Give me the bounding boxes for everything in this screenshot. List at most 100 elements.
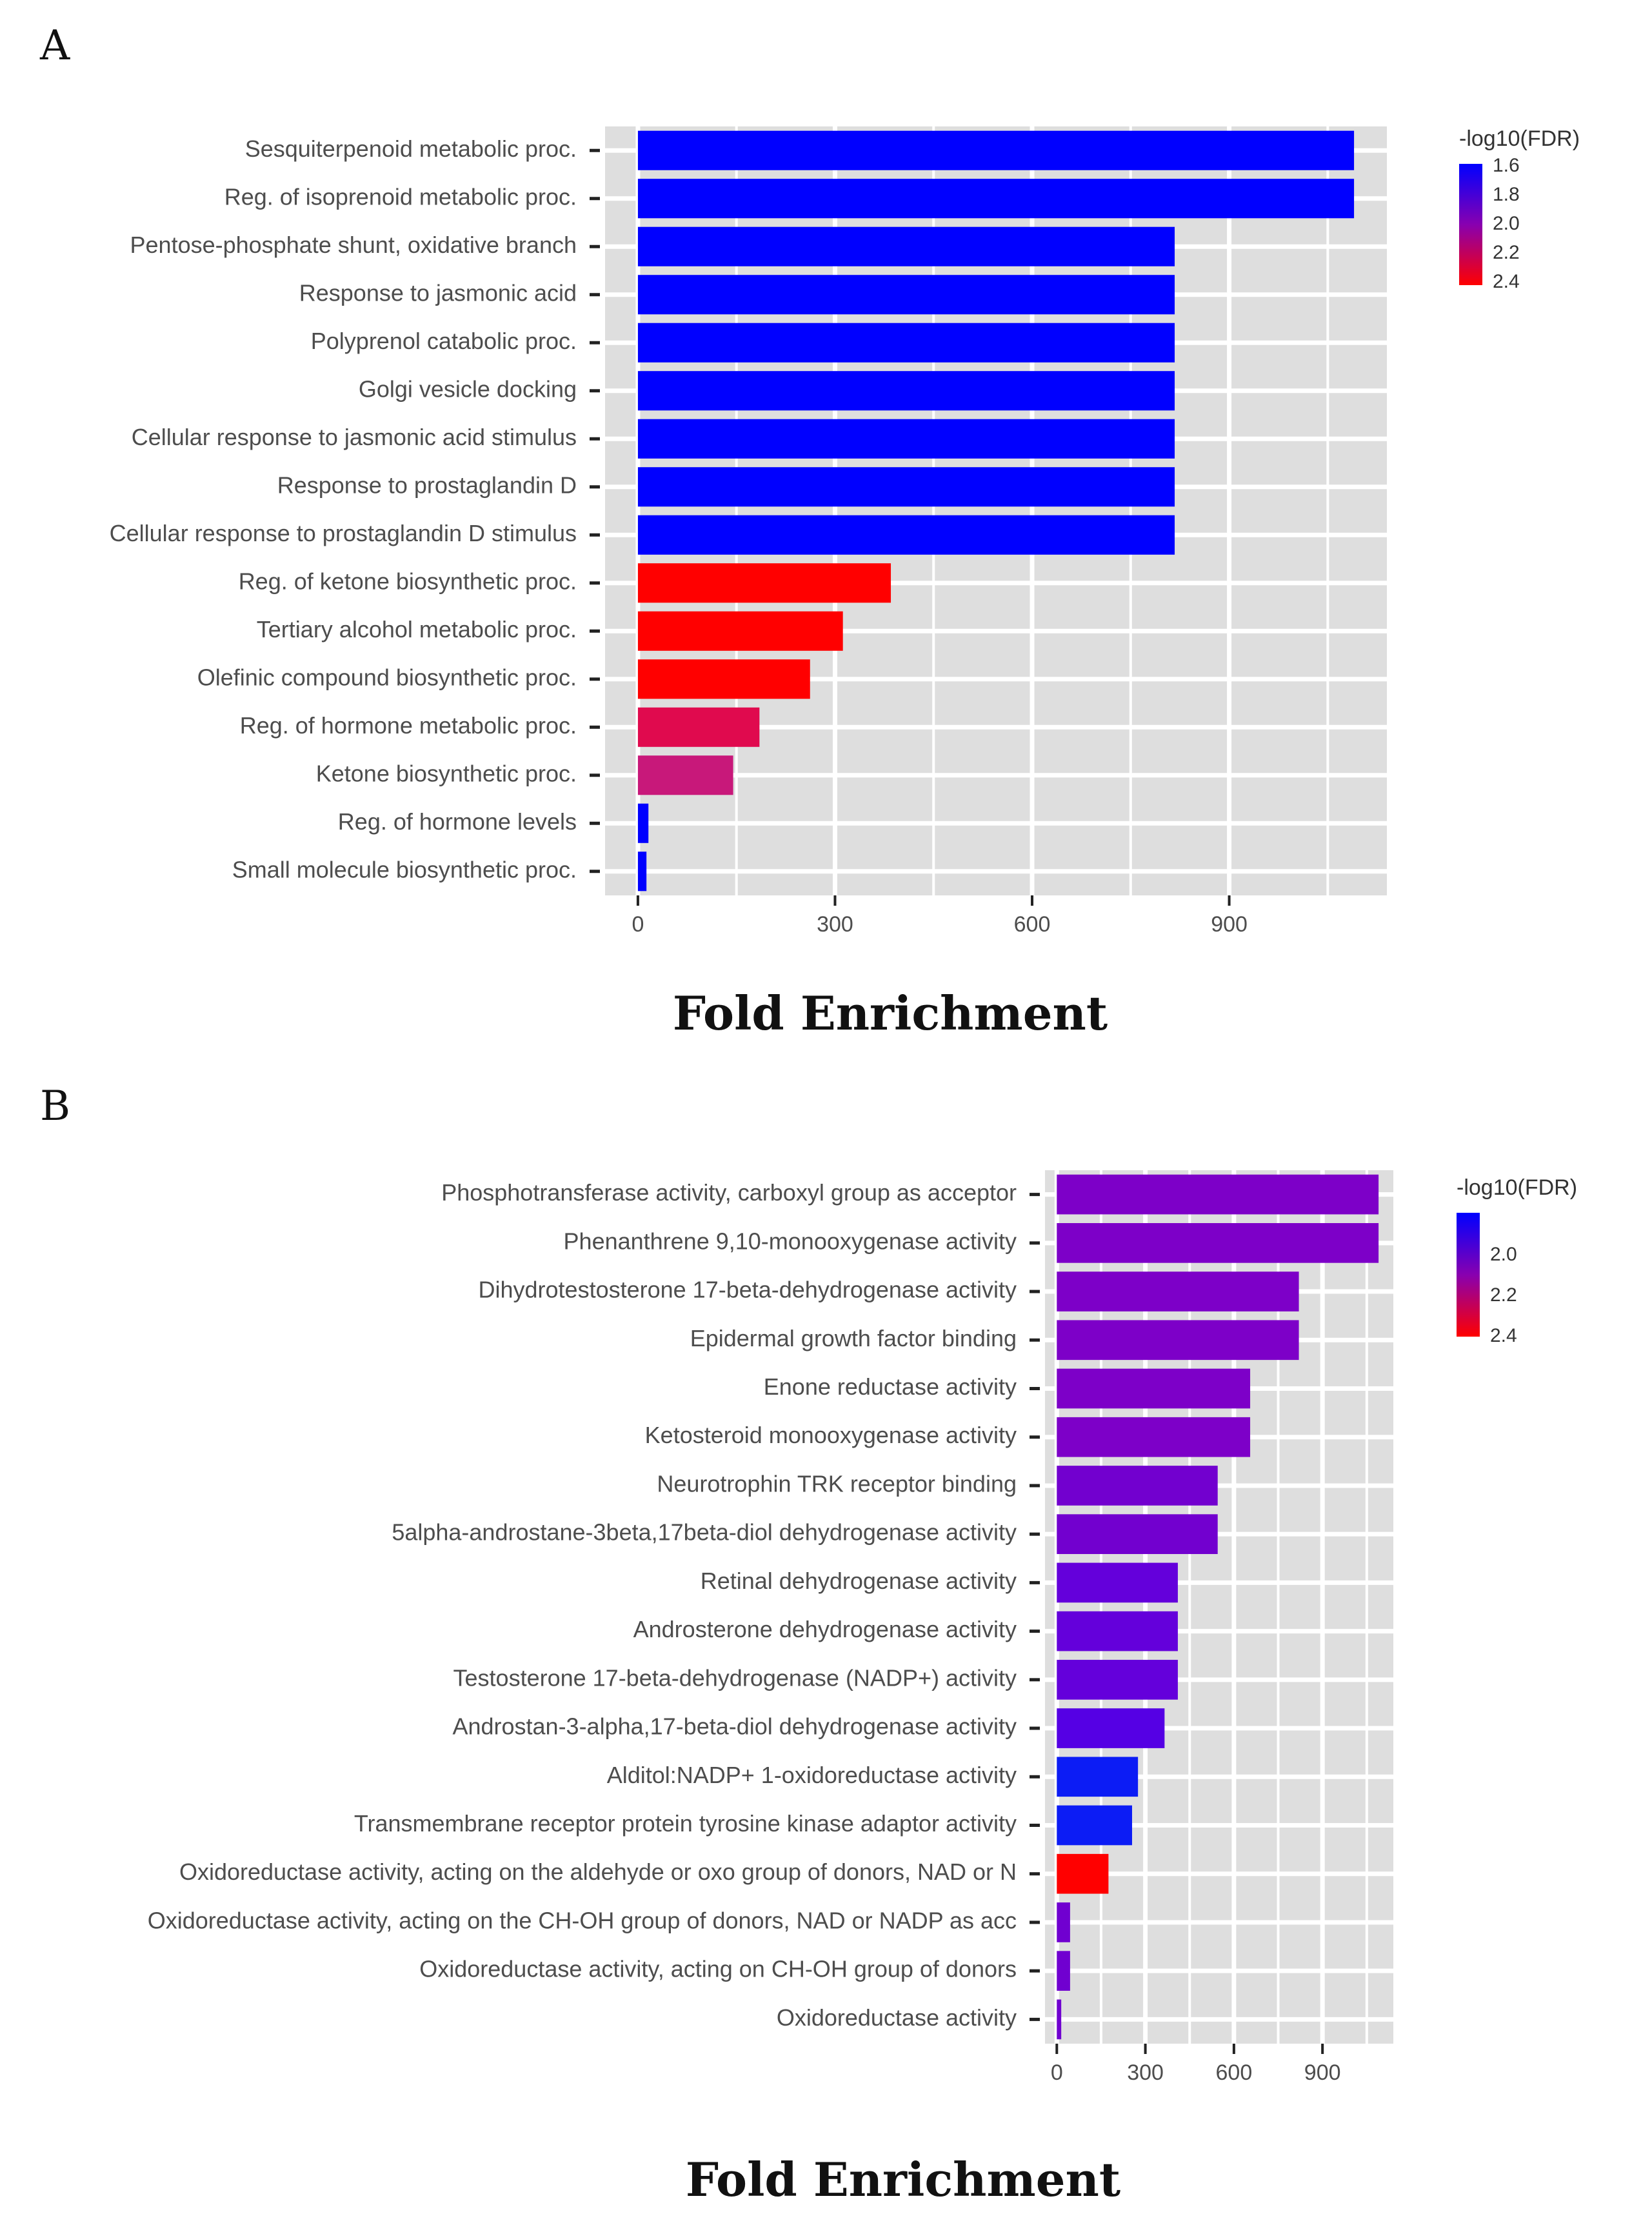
bar bbox=[637, 323, 1175, 363]
category-label: Androsterone dehydrogenase activity bbox=[633, 1616, 1017, 1642]
bar bbox=[1057, 1514, 1218, 1555]
bar bbox=[637, 803, 649, 843]
category-label: Ketosteroid monooxygenase activity bbox=[645, 1422, 1017, 1448]
category-label: Dihydrotestosterone 17-beta-dehydrogenas… bbox=[479, 1277, 1017, 1303]
bar bbox=[1057, 1757, 1139, 1797]
legend-tick-label: 2.2 bbox=[1493, 242, 1520, 263]
panel-letter: B bbox=[40, 1082, 70, 1130]
legend-colorbar bbox=[1459, 164, 1482, 285]
bar bbox=[637, 659, 810, 699]
category-label: Neurotrophin TRK receptor binding bbox=[657, 1470, 1017, 1497]
category-label: Cellular response to jasmonic acid stimu… bbox=[132, 424, 577, 450]
vertical-gridlines bbox=[1054, 1170, 1368, 2044]
bar bbox=[1057, 1611, 1178, 1651]
legend-title: -log10(FDR) bbox=[1457, 1175, 1577, 1200]
category-label: Response to jasmonic acid bbox=[299, 279, 577, 306]
category-label: Testosterone 17-beta-dehydrogenase (NADP… bbox=[453, 1664, 1017, 1691]
x-tick-label: 900 bbox=[1304, 2060, 1341, 2085]
bars bbox=[1057, 1174, 1379, 2040]
category-label: 5alpha-androstane-3beta,17beta-diol dehy… bbox=[392, 1519, 1017, 1546]
bar bbox=[1057, 1320, 1299, 1361]
category-label: Oxidoreductase activity, acting on the a… bbox=[179, 1859, 1017, 1885]
category-label: Oxidoreductase activity, acting on CH-OH… bbox=[419, 1956, 1017, 1982]
category-label: Phenanthrene 9,10-monooxygenase activity bbox=[564, 1228, 1017, 1254]
category-label: Sesquiterpenoid metabolic proc. bbox=[245, 135, 577, 162]
category-label: Reg. of ketone biosynthetic proc. bbox=[239, 568, 577, 594]
bar bbox=[1057, 1466, 1218, 1506]
bar bbox=[637, 275, 1175, 315]
bar bbox=[1057, 1562, 1178, 1603]
x-tick-label: 600 bbox=[1216, 2060, 1253, 2085]
x-tick-label: 0 bbox=[632, 912, 644, 937]
x-axis-ticks: 0 300 600 900 bbox=[1051, 2044, 1341, 2085]
x-tick-label: 300 bbox=[1127, 2060, 1164, 2085]
legend-ticks: 1.6 1.8 2.0 2.2 2.4 bbox=[1493, 155, 1520, 292]
bar bbox=[637, 419, 1175, 459]
category-labels: Phosphotransferase activity, carboxyl gr… bbox=[148, 1179, 1040, 2031]
bar bbox=[637, 707, 760, 747]
bar bbox=[637, 563, 891, 603]
legend: -log10(FDR) 1.6 1.8 2.0 2.2 2.4 bbox=[1459, 126, 1580, 292]
x-axis-ticks: 0 300 600 900 bbox=[632, 895, 1248, 937]
legend-tick-label: 2.4 bbox=[1493, 271, 1520, 292]
category-label: Epidermal growth factor binding bbox=[690, 1325, 1017, 1351]
category-label: Response to prostaglandin D bbox=[277, 472, 577, 498]
x-tick-label: 0 bbox=[1051, 2060, 1063, 2085]
bar bbox=[1057, 1417, 1251, 1457]
category-label: Reg. of hormone levels bbox=[338, 808, 577, 835]
x-tick-label: 600 bbox=[1014, 912, 1051, 937]
x-tick-label: 900 bbox=[1211, 912, 1248, 937]
bar bbox=[637, 515, 1175, 555]
category-label: Retinal dehydrogenase activity bbox=[701, 1568, 1017, 1594]
x-axis-title: Fold Enrichment bbox=[686, 2152, 1120, 2207]
category-label: Ketone biosynthetic proc. bbox=[316, 760, 577, 786]
category-label: Oxidoreductase activity bbox=[777, 2004, 1017, 2031]
category-label: Phosphotransferase activity, carboxyl gr… bbox=[441, 1179, 1017, 1206]
chart-panel-a: A Sesquiterpenoid metabolic proc. Reg. of… bbox=[39, 22, 1580, 1041]
x-axis-title: Fold Enrichment bbox=[673, 986, 1108, 1041]
legend: -log10(FDR) 2.0 2.2 2.4 bbox=[1457, 1175, 1577, 1346]
category-label: Golgi vesicle docking bbox=[359, 375, 577, 402]
legend-title: -log10(FDR) bbox=[1459, 126, 1580, 151]
category-labels: Sesquiterpenoid metabolic proc. Reg. of i… bbox=[110, 135, 600, 882]
plot-background bbox=[1045, 1170, 1393, 2044]
panel-letter: A bbox=[39, 22, 70, 70]
bar bbox=[637, 852, 647, 892]
bar bbox=[1057, 1659, 1178, 1700]
bar bbox=[637, 611, 843, 651]
legend-tick-label: 1.8 bbox=[1493, 184, 1520, 205]
category-label: Cellular response to prostaglandin D sti… bbox=[110, 520, 577, 546]
category-label: Reg. of isoprenoid metabolic proc. bbox=[224, 183, 577, 210]
bar bbox=[637, 371, 1175, 411]
category-label: Olefinic compound biosynthetic proc. bbox=[197, 664, 577, 690]
bar bbox=[1057, 1853, 1109, 1894]
bar bbox=[1057, 1368, 1251, 1409]
bar bbox=[1057, 1805, 1132, 1846]
category-label: Tertiary alcohol metabolic proc. bbox=[257, 616, 577, 643]
category-label: Alditol:NADP+ 1-oxidoreductase activity bbox=[607, 1762, 1017, 1788]
category-label: Polyprenol catabolic proc. bbox=[311, 328, 577, 354]
x-tick-label: 300 bbox=[817, 912, 853, 937]
category-label: Androstan-3-alpha,17-beta-diol dehydroge… bbox=[452, 1713, 1017, 1740]
bar bbox=[1057, 1902, 1070, 1942]
bar bbox=[1057, 1999, 1062, 2040]
legend-tick-label: 2.0 bbox=[1493, 213, 1520, 234]
category-label: Pentose-phosphate shunt, oxidative branc… bbox=[130, 232, 577, 258]
category-label: Transmembrane receptor protein tyrosine … bbox=[354, 1810, 1017, 1837]
bars bbox=[637, 130, 1355, 892]
legend-tick-label: 2.2 bbox=[1490, 1284, 1517, 1306]
bar bbox=[1057, 1222, 1379, 1263]
legend-ticks: 2.0 2.2 2.4 bbox=[1490, 1244, 1517, 1346]
bar bbox=[637, 755, 733, 795]
chart-panel-b: B Phosphotransferase activity, carboxyl … bbox=[40, 1082, 1577, 2207]
legend-tick-label: 2.4 bbox=[1490, 1325, 1517, 1346]
legend-tick-label: 2.0 bbox=[1490, 1244, 1517, 1265]
category-label: Reg. of hormone metabolic proc. bbox=[240, 712, 577, 739]
category-label: Enone reductase activity bbox=[764, 1373, 1017, 1400]
legend-colorbar bbox=[1457, 1213, 1480, 1337]
bar bbox=[637, 467, 1175, 507]
bar bbox=[1057, 1951, 1070, 1991]
bar bbox=[1057, 1271, 1299, 1311]
bar bbox=[637, 226, 1175, 266]
